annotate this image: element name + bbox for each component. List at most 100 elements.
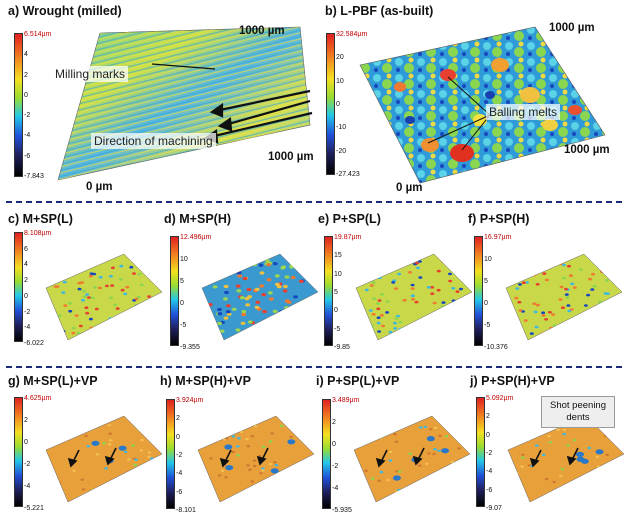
colorbar-h-tick: 0 bbox=[176, 433, 180, 441]
colorbar-h-tick: -2 bbox=[176, 452, 183, 459]
axis-b-1000-top: 1000 µm bbox=[549, 22, 595, 34]
colorbar-b-tick: -27.423 bbox=[336, 171, 360, 178]
colorbar-g-tick: -4 bbox=[24, 483, 31, 490]
colorbar-b-tick: -20 bbox=[336, 147, 347, 155]
colorbar-j-tick: -6 bbox=[486, 486, 493, 494]
colorbar-a-tick: 4 bbox=[24, 51, 28, 59]
colorbar-h-tick: -6 bbox=[176, 488, 183, 496]
panel-h-title: h) M+SP(H)+VP bbox=[160, 374, 251, 388]
colorbar-b bbox=[326, 33, 335, 175]
surface-c bbox=[45, 253, 163, 341]
surface-h bbox=[197, 415, 315, 503]
colorbar-f-tick: -10.376 bbox=[484, 344, 508, 351]
colorbar-d-tick: 12.496µm bbox=[180, 234, 212, 241]
colorbar-j-tick: 2 bbox=[486, 413, 490, 421]
panel-e-title: e) P+SP(L) bbox=[318, 212, 381, 226]
axis-a-0: 0 µm bbox=[86, 181, 113, 193]
colorbar-h bbox=[166, 399, 175, 509]
surface-i bbox=[353, 415, 471, 503]
colorbar-e bbox=[324, 236, 333, 346]
colorbar-d-tick: -5 bbox=[180, 322, 187, 329]
panel-f-title: f) P+SP(H) bbox=[468, 212, 530, 226]
surface-g bbox=[45, 415, 163, 503]
colorbar-a-tick: 2 bbox=[24, 71, 28, 79]
colorbar-j-tick: -9.07 bbox=[486, 505, 502, 512]
colorbar-j-tick: 0 bbox=[486, 431, 490, 439]
colorbar-g bbox=[14, 397, 23, 507]
colorbar-e-tick: 5 bbox=[334, 289, 338, 296]
colorbar-e-tick: -5 bbox=[334, 325, 341, 333]
colorbar-g-tick: -5.221 bbox=[24, 505, 44, 512]
panel-i-title: i) P+SP(L)+VP bbox=[316, 374, 400, 388]
panel-c-title: c) M+SP(L) bbox=[8, 212, 73, 226]
colorbar-g-tick: 0 bbox=[24, 439, 28, 446]
colorbar-j-tick: -4 bbox=[486, 468, 493, 476]
colorbar-a-tick: -4 bbox=[24, 132, 31, 140]
colorbar-i bbox=[322, 399, 331, 509]
panel-b-title: b) L-PBF (as-built) bbox=[325, 4, 434, 18]
colorbar-b-tick: 10 bbox=[336, 77, 344, 85]
colorbar-j-tick: -2 bbox=[486, 450, 493, 457]
colorbar-g-tick: -2 bbox=[24, 461, 31, 468]
panel-d-title: d) M+SP(H) bbox=[164, 212, 232, 226]
colorbar-b-tick: -10 bbox=[336, 124, 347, 132]
axis-a-1000-top: 1000 µm bbox=[239, 25, 285, 37]
colorbar-e-tick: 10 bbox=[334, 270, 342, 278]
colorbar-d-tick: -9.355 bbox=[180, 344, 200, 351]
colorbar-d bbox=[170, 236, 179, 346]
label-shot-peening-dents: Shot peening dents bbox=[541, 396, 615, 428]
surface-f bbox=[505, 253, 623, 341]
colorbar-c-tick: -2 bbox=[24, 308, 31, 316]
panel-g-title: g) M+SP(L)+VP bbox=[8, 374, 98, 388]
colorbar-a-tick: 6.514µm bbox=[24, 31, 52, 38]
colorbar-c-tick: 0 bbox=[24, 292, 28, 300]
colorbar-g-tick: 4.625µm bbox=[24, 395, 52, 402]
colorbar-d-tick: 10 bbox=[180, 256, 188, 263]
row-separator-1 bbox=[6, 201, 622, 203]
colorbar-i-tick: 3.489µm bbox=[332, 397, 360, 404]
label-balling-melts: Balling melts bbox=[486, 104, 561, 120]
colorbar-a-tick: 0 bbox=[24, 91, 28, 99]
colorbar-c-tick: -6.022 bbox=[24, 340, 44, 347]
colorbar-c-tick: 2 bbox=[24, 277, 28, 285]
colorbar-j bbox=[476, 397, 485, 507]
colorbar-h-tick: -4 bbox=[176, 470, 183, 478]
colorbar-c bbox=[14, 232, 23, 342]
colorbar-i-tick: -2 bbox=[332, 463, 339, 470]
colorbar-i-tick: 0 bbox=[332, 441, 336, 448]
colorbar-f-tick: 16.97µm bbox=[484, 234, 512, 241]
axis-b-0: 0 µm bbox=[396, 182, 423, 194]
colorbar-c-tick: 6 bbox=[24, 245, 28, 253]
colorbar-e-tick: 19.87µm bbox=[334, 234, 362, 241]
colorbar-b-tick: 0 bbox=[336, 101, 340, 108]
colorbar-d-tick: 0 bbox=[180, 300, 184, 307]
colorbar-f-tick: 10 bbox=[484, 256, 492, 263]
colorbar-f-tick: 0 bbox=[484, 300, 488, 307]
surface-d bbox=[201, 253, 319, 341]
panel-j-title: j) P+SP(H)+VP bbox=[470, 374, 555, 388]
colorbar-f-tick: -5 bbox=[484, 322, 491, 329]
colorbar-c-tick: 8.108µm bbox=[24, 230, 52, 237]
row-separator-2 bbox=[6, 366, 622, 368]
axis-b-1000-right: 1000 µm bbox=[564, 144, 610, 156]
colorbar-e-tick: -9.85 bbox=[334, 344, 350, 351]
colorbar-h-tick: 2 bbox=[176, 415, 180, 423]
axis-a-1000-right: 1000 µm bbox=[268, 151, 314, 163]
colorbar-i-tick: -4 bbox=[332, 485, 339, 492]
colorbar-f bbox=[474, 236, 483, 346]
colorbar-b-tick: 32.584µm bbox=[336, 31, 368, 38]
colorbar-a-tick: -7.843 bbox=[24, 173, 44, 180]
colorbar-a bbox=[14, 33, 23, 177]
colorbar-c-tick: 4 bbox=[24, 261, 28, 269]
label-direction-machining: Direction of machining bbox=[91, 133, 216, 149]
colorbar-i-tick: 2 bbox=[332, 419, 336, 426]
surface-e bbox=[355, 253, 473, 341]
colorbar-g-tick: 2 bbox=[24, 417, 28, 424]
colorbar-a-tick: -6 bbox=[24, 152, 31, 160]
colorbar-h-tick: 3.924µm bbox=[176, 397, 204, 404]
colorbar-e-tick: 0 bbox=[334, 307, 338, 315]
colorbar-e-tick: 15 bbox=[334, 252, 342, 260]
colorbar-c-tick: -4 bbox=[24, 324, 31, 332]
label-milling-marks: Milling marks bbox=[52, 66, 129, 82]
colorbar-d-tick: 5 bbox=[180, 278, 184, 285]
